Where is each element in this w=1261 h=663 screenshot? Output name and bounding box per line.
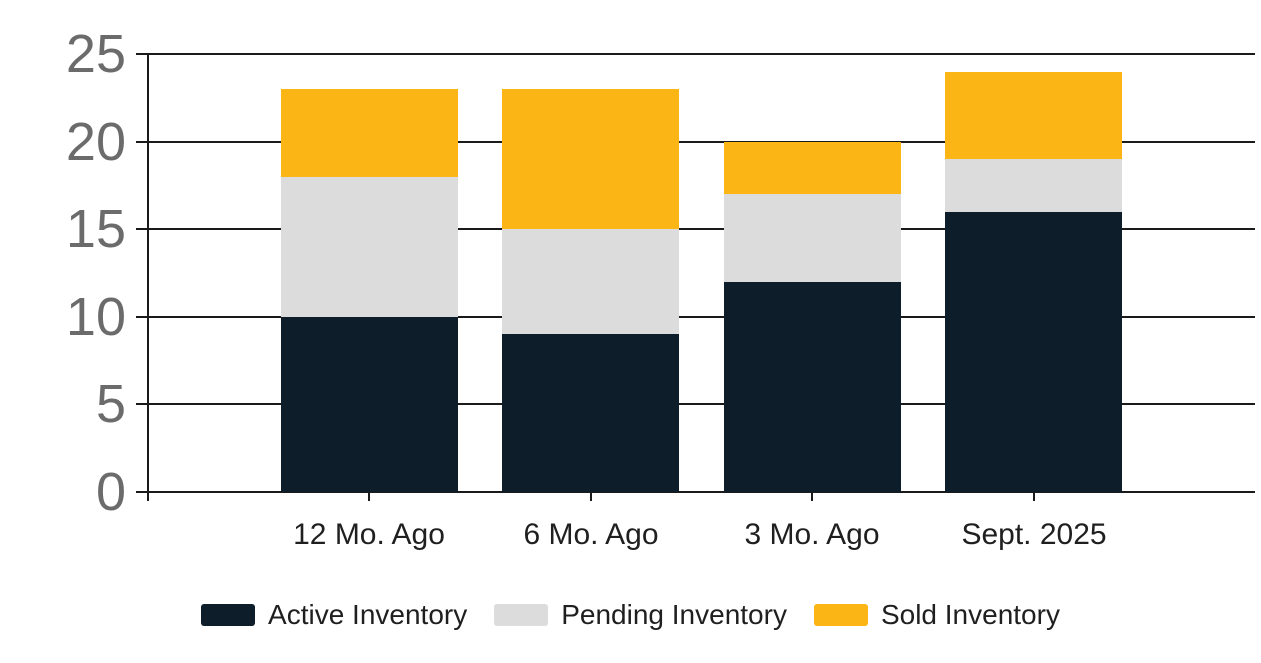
bar-segment-sold-inventory xyxy=(724,141,901,195)
legend-item-pending-inventory: Pending Inventory xyxy=(494,599,787,631)
legend-swatch-pending-inventory xyxy=(494,604,549,626)
legend: Active Inventory Pending Inventory Sold In… xyxy=(0,599,1261,631)
gridline-y-25 xyxy=(136,53,1255,55)
gridline-y-0 xyxy=(136,491,1255,493)
gridline-y-5 xyxy=(136,403,1255,406)
y-axis-tick-label: 20 xyxy=(65,111,126,172)
bar-segment-active-inventory xyxy=(281,316,458,492)
bar-3-mo-ago xyxy=(724,141,901,492)
x-axis-category-label: Sept. 2025 xyxy=(961,518,1107,551)
legend-item-active-inventory: Active Inventory xyxy=(201,599,467,631)
x-axis-tick xyxy=(1033,492,1035,501)
x-axis-tick xyxy=(368,492,370,501)
x-axis-tick xyxy=(811,492,813,501)
legend-swatch-active-inventory xyxy=(201,604,256,626)
bar-segment-pending-inventory xyxy=(281,176,458,317)
bar-segment-pending-inventory xyxy=(502,229,679,335)
bar-segment-pending-inventory xyxy=(724,194,901,282)
legend-label: Sold Inventory xyxy=(880,599,1060,630)
x-axis-category-label: 6 Mo. Ago xyxy=(523,518,659,551)
y-axis-tick-label: 10 xyxy=(65,286,126,347)
gridline-y-20 xyxy=(136,140,1255,143)
gridline-y-15 xyxy=(136,228,1255,231)
bar-segment-active-inventory xyxy=(724,281,901,492)
bar-segment-active-inventory xyxy=(945,211,1122,492)
y-axis-tick-label: 15 xyxy=(65,199,126,260)
legend-swatch-sold-inventory xyxy=(813,604,868,626)
y-axis-tick-label: 5 xyxy=(95,374,126,435)
legend-item-sold-inventory: Sold Inventory xyxy=(813,599,1060,631)
bar-segment-sold-inventory xyxy=(502,89,679,230)
bar-sept-2025 xyxy=(945,71,1122,492)
bar-segment-sold-inventory xyxy=(945,71,1122,160)
bar-12-mo-ago xyxy=(281,89,458,492)
y-axis-tick-label: 0 xyxy=(95,462,126,522)
gridline-y-10 xyxy=(136,315,1255,318)
y-axis-tick-label: 25 xyxy=(65,24,126,84)
x-axis-category-label: 3 Mo. Ago xyxy=(744,518,880,551)
legend-label: Active Inventory xyxy=(268,599,468,630)
x-axis-tick xyxy=(590,492,592,501)
bar-segment-pending-inventory xyxy=(945,159,1122,212)
bar-segment-active-inventory xyxy=(502,334,679,492)
y-axis-line xyxy=(147,53,149,501)
legend-label: Pending Inventory xyxy=(561,599,787,630)
bar-segment-sold-inventory xyxy=(281,89,458,177)
bar-6-mo-ago xyxy=(502,89,679,492)
x-axis-category-label: 12 Mo. Ago xyxy=(293,518,445,551)
